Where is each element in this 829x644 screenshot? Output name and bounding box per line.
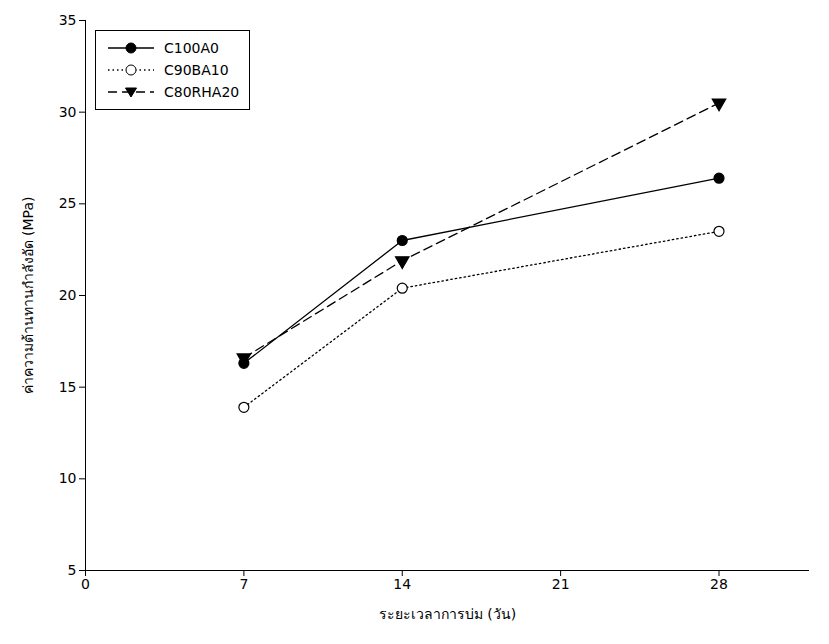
html-text:C80RHA20: C80RHA20 bbox=[164, 84, 240, 100]
svg-text:0: 0 bbox=[81, 576, 90, 592]
svg-text:14: 14 bbox=[393, 576, 411, 592]
svg-text:25: 25 bbox=[59, 195, 77, 211]
svg-text:15: 15 bbox=[59, 379, 77, 395]
html-text:C90BA10: C90BA10 bbox=[164, 62, 229, 78]
svg-text:5: 5 bbox=[68, 562, 77, 578]
svg-text:35: 35 bbox=[59, 12, 77, 28]
svg-text:21: 21 bbox=[552, 576, 570, 592]
svg-text:ค่าความต้านทานกำลังอัด (MPa): ค่าความต้านทานกำลังอัด (MPa) bbox=[20, 197, 36, 395]
svg-text:20: 20 bbox=[59, 287, 77, 303]
svg-text:10: 10 bbox=[59, 470, 77, 486]
svg-text:7: 7 bbox=[239, 576, 248, 592]
svg-text:30: 30 bbox=[59, 104, 77, 120]
svg-text:ระยะเวลาการบ่ม (วัน): ระยะเวลาการบ่ม (วัน) bbox=[379, 606, 516, 622]
svg-text:28: 28 bbox=[710, 576, 728, 592]
html-text:C100A0: C100A0 bbox=[164, 40, 219, 56]
